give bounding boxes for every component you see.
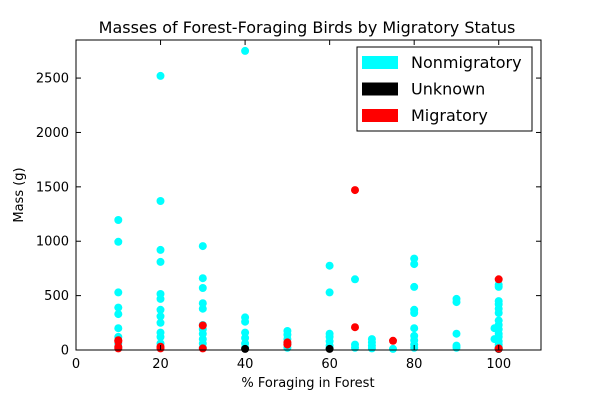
data-point-nonmigratory [367,344,376,353]
data-point-nonmigratory [114,237,123,246]
data-point-nonmigratory [114,288,123,297]
data-point-migratory [283,340,292,349]
data-point-nonmigratory [389,344,397,353]
data-point-migratory [351,323,359,332]
x-tick-label: 80 [406,357,423,372]
legend-label-unknown: Unknown [411,80,485,99]
x-tick-label: 20 [152,357,169,372]
data-point-nonmigratory [198,242,207,251]
data-point-nonmigratory [156,197,165,205]
data-point-nonmigratory [198,274,207,283]
data-point-nonmigratory [198,284,207,292]
x-tick-label: 40 [237,357,254,372]
data-point-nonmigratory [198,304,207,313]
data-point-nonmigratory [494,282,503,291]
data-point-nonmigratory [410,260,419,269]
data-point-nonmigratory [114,303,123,312]
data-point-nonmigratory [156,71,165,80]
data-point-migratory [114,344,123,353]
data-point-nonmigratory [198,299,207,308]
data-point-migratory [198,321,207,330]
y-tick-label: 0 [61,344,69,359]
data-point-nonmigratory [156,257,165,266]
legend-swatch-migratory [362,109,398,122]
data-point-nonmigratory [156,245,165,254]
y-tick-label: 2500 [36,72,69,87]
data-point-nonmigratory [156,312,165,321]
legend-label-nonmigratory: Nonmigratory [411,53,522,72]
legend-label-migratory: Migratory [411,106,488,125]
data-point-nonmigratory [410,324,419,333]
data-point-nonmigratory [351,343,359,352]
data-point-nonmigratory [241,317,250,326]
chart-title: Masses of Forest-Foraging Birds by Migra… [99,18,516,37]
data-point-nonmigratory [114,310,123,319]
legend: Nonmigratory Unknown Migratory [356,46,533,132]
y-axis-label: Mass (g) [12,167,27,222]
data-point-nonmigratory [452,329,461,338]
y-tick-label: 2000 [36,126,69,141]
x-tick-label: 100 [486,357,511,372]
y-tick-label: 1500 [36,180,69,195]
data-point-nonmigratory [494,309,503,317]
data-point-nonmigratory [156,318,165,327]
data-point-nonmigratory [410,254,419,263]
legend-swatch-unknown [362,82,398,96]
data-point-nonmigratory [114,216,123,224]
data-point-nonmigratory [156,305,165,314]
x-axis-label: % Foraging in Forest [241,376,374,391]
data-point-migratory [351,186,359,195]
data-point-nonmigratory [241,334,250,342]
data-point-nonmigratory [325,261,334,270]
legend-swatch-nonmigratory [362,56,398,69]
data-point-nonmigratory [241,46,250,55]
plot-frame [75,39,542,351]
y-tick-label: 1000 [36,235,69,250]
data-point-nonmigratory [452,343,461,352]
data-point-nonmigratory [410,282,419,291]
data-point-migratory [494,275,503,284]
data-point-nonmigratory [156,332,165,341]
y-tick-label: 500 [44,289,69,304]
data-point-migratory [389,336,397,345]
data-point-nonmigratory [351,275,359,284]
data-point-nonmigratory [114,324,123,333]
data-point-nonmigratory [410,309,419,317]
data-point-nonmigratory [325,288,334,297]
data-point-nonmigratory [452,298,461,307]
x-tick-label: 0 [72,357,80,372]
data-point-migratory [198,344,207,353]
x-tick-label: 60 [321,357,338,372]
data-point-nonmigratory [156,294,165,303]
